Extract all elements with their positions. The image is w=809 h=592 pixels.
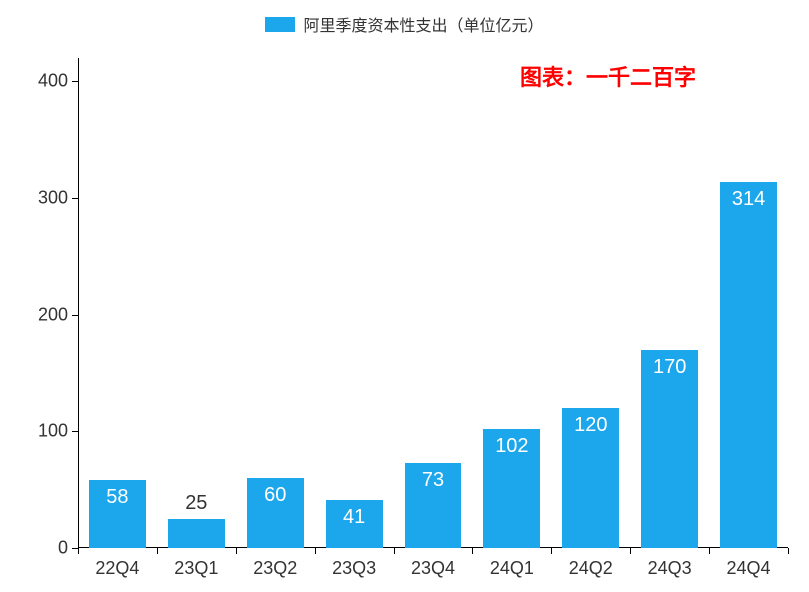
y-tick-mark: [72, 81, 78, 82]
x-axis-label: 24Q4: [727, 558, 771, 579]
x-axis-label: 23Q2: [253, 558, 297, 579]
bar-value-label: 170: [641, 356, 698, 379]
bar-value-label: 60: [247, 484, 304, 507]
x-tick-mark: [315, 548, 316, 554]
bar: 314: [720, 182, 777, 548]
x-axis-label: 24Q2: [569, 558, 613, 579]
y-tick-label: 0: [58, 538, 68, 559]
x-tick-mark: [630, 548, 631, 554]
y-tick-label: 300: [38, 188, 68, 209]
bar: 25: [168, 519, 225, 548]
x-axis-label: 24Q1: [490, 558, 534, 579]
x-axis-label: 23Q4: [411, 558, 455, 579]
bar: 41: [326, 500, 383, 548]
x-axis-label: 22Q4: [95, 558, 139, 579]
legend-swatch: [265, 17, 295, 32]
x-axis-label: 23Q3: [332, 558, 376, 579]
x-tick-mark: [709, 548, 710, 554]
x-tick-mark: [236, 548, 237, 554]
x-tick-mark: [78, 548, 79, 554]
x-tick-mark: [394, 548, 395, 554]
x-axis-label: 23Q1: [174, 558, 218, 579]
bar: 120: [562, 408, 619, 548]
x-axis-label: 24Q3: [648, 558, 692, 579]
bar-value-label: 58: [89, 486, 146, 509]
bar-value-label: 314: [720, 188, 777, 211]
legend-item: 阿里季度资本性支出（单位亿元）: [265, 12, 543, 36]
x-tick-mark: [472, 548, 473, 554]
legend-label: 阿里季度资本性支出（单位亿元）: [303, 12, 543, 36]
x-tick-mark: [157, 548, 158, 554]
y-tick-label: 400: [38, 71, 68, 92]
bar: 170: [641, 350, 698, 548]
y-tick-mark: [72, 431, 78, 432]
bar-value-label: 25: [168, 492, 225, 515]
bar-value-label: 102: [483, 435, 540, 458]
x-tick-mark: [788, 548, 789, 554]
y-tick-mark: [72, 315, 78, 316]
bar-value-label: 73: [405, 469, 462, 492]
bar-value-label: 41: [326, 506, 383, 529]
y-tick-label: 100: [38, 421, 68, 442]
bar-value-label: 120: [562, 414, 619, 437]
bar: 102: [483, 429, 540, 548]
y-tick-mark: [72, 198, 78, 199]
y-tick-label: 200: [38, 304, 68, 325]
bar: 58: [89, 480, 146, 548]
legend: 阿里季度资本性支出（单位亿元）: [0, 12, 809, 37]
bars-container: 58 25 60 41 73 102 120 170 314: [78, 58, 788, 548]
x-tick-mark: [551, 548, 552, 554]
bar: 60: [247, 478, 304, 548]
bar: 73: [405, 463, 462, 548]
chart-plot-area: 5825604173102120170314 010020030040022Q4…: [78, 58, 788, 548]
